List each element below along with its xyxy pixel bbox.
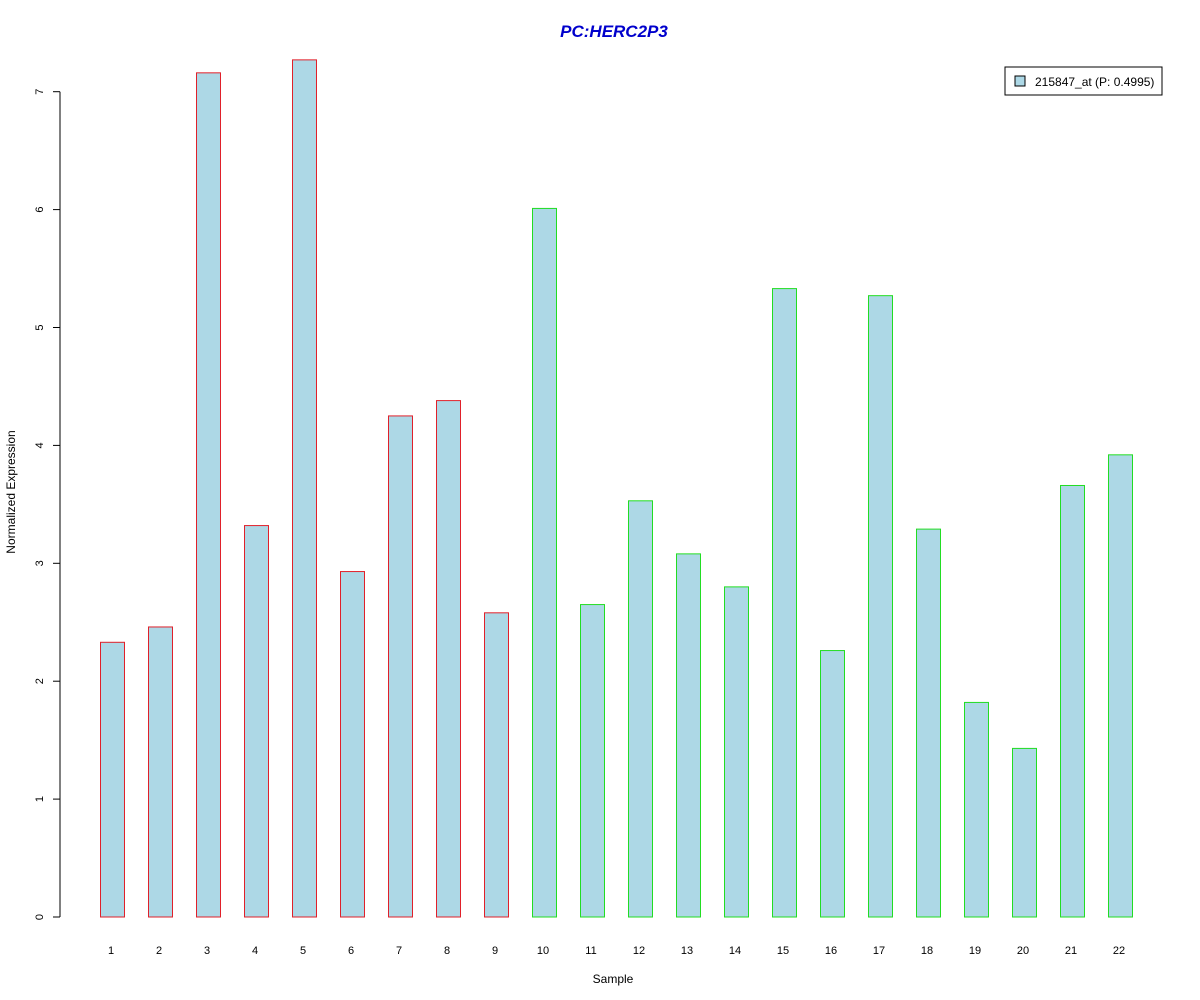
x-tick-label: 16 (825, 945, 837, 957)
bar-sample-20 (1012, 747, 1037, 918)
x-tick-label: 10 (537, 945, 549, 957)
legend-label: 215847_at (P: 0.4995) (1035, 75, 1154, 89)
chart-title: PC:HERC2P3 (560, 22, 668, 41)
bar-sample-19 (964, 701, 989, 918)
y-tick-label: 7 (34, 89, 46, 95)
x-axis-labels: 1 2 3 4 5 6 7 8 9 10 11 12 13 14 15 16 17 18 19 20 21 22 (108, 945, 1125, 957)
x-tick-label: 14 (729, 945, 741, 957)
x-tick-label: 12 (633, 945, 645, 957)
legend-box (1004, 66, 1163, 96)
x-tick-label: 18 (921, 945, 933, 957)
y-tick-label: 4 (34, 442, 46, 448)
y-tick-label: 5 (34, 324, 46, 330)
bar-sample-1 (100, 641, 125, 918)
y-axis: 0 1 2 3 4 5 6 7 (34, 89, 61, 920)
x-tick-label: 6 (348, 945, 354, 957)
x-tick-label: 8 (444, 945, 450, 957)
x-tick-label: 11 (585, 945, 596, 957)
bar-sample-9 (484, 612, 509, 918)
x-tick-label: 1 (108, 945, 114, 957)
x-tick-label: 5 (300, 945, 306, 957)
y-axis-title: Normalized Expression (4, 430, 18, 553)
x-tick-label: 15 (777, 945, 789, 957)
bar-sample-2 (148, 626, 173, 918)
y-tick-label: 2 (34, 678, 46, 684)
bar-sample-7 (388, 415, 413, 918)
bar-sample-17 (868, 295, 893, 918)
legend-swatch (1014, 75, 1026, 87)
y-tick-label: 0 (34, 914, 46, 920)
bar-sample-5 (292, 59, 317, 918)
x-tick-label: 20 (1017, 945, 1029, 957)
bar-sample-10 (532, 207, 557, 918)
x-tick-label: 21 (1065, 945, 1077, 957)
bar-sample-16 (820, 650, 845, 918)
bar-sample-11 (580, 604, 605, 918)
y-tick-label: 3 (34, 560, 46, 566)
x-tick-label: 19 (969, 945, 981, 957)
x-tick-label: 17 (873, 945, 885, 957)
bar-sample-22 (1108, 454, 1133, 918)
bar-sample-4 (244, 525, 269, 918)
bar-sample-21 (1060, 484, 1085, 918)
x-tick-label: 22 (1113, 945, 1125, 957)
legend: 215847_at (P: 0.4995) (1004, 66, 1163, 96)
x-tick-label: 2 (156, 945, 162, 957)
bar-sample-12 (628, 500, 653, 918)
bar-sample-8 (436, 400, 461, 918)
x-tick-label: 7 (396, 945, 402, 957)
bar-sample-18 (916, 528, 941, 918)
x-tick-label: 13 (681, 945, 693, 957)
y-tick-label: 1 (34, 796, 46, 802)
bar-sample-6 (340, 571, 365, 918)
bar-sample-3 (196, 72, 221, 918)
x-tick-label: 4 (252, 945, 258, 957)
x-axis-title: Sample (593, 972, 634, 986)
bars-group (100, 59, 1133, 918)
bar-sample-13 (676, 553, 701, 918)
bar-sample-15 (772, 288, 797, 918)
y-tick-label: 6 (34, 207, 46, 213)
bar-sample-14 (724, 586, 749, 918)
x-tick-label: 9 (492, 945, 498, 957)
x-tick-label: 3 (204, 945, 210, 957)
